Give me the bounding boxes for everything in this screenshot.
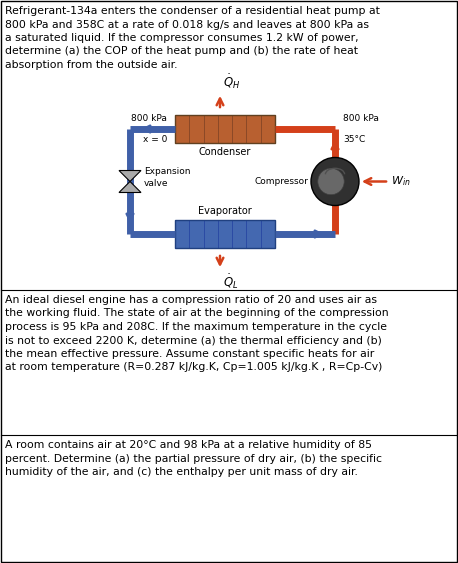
Text: x = 0: x = 0 xyxy=(142,135,167,144)
Text: the working fluid. The state of air at the beginning of the compression: the working fluid. The state of air at t… xyxy=(5,309,389,319)
Bar xyxy=(189,115,203,143)
Bar xyxy=(175,220,189,248)
Bar xyxy=(218,115,232,143)
Circle shape xyxy=(311,158,359,205)
Bar xyxy=(175,115,275,143)
Bar xyxy=(175,220,275,248)
Bar xyxy=(232,220,246,248)
Text: percent. Determine (a) the partial pressure of dry air, (b) the specific: percent. Determine (a) the partial press… xyxy=(5,454,382,463)
Bar xyxy=(246,220,261,248)
Text: a saturated liquid. If the compressor consumes 1.2 kW of power,: a saturated liquid. If the compressor co… xyxy=(5,33,359,43)
Polygon shape xyxy=(119,181,141,193)
Bar xyxy=(203,220,218,248)
Text: 800 kPa: 800 kPa xyxy=(343,114,379,123)
Bar xyxy=(203,115,218,143)
Text: $\dot{Q}_L$: $\dot{Q}_L$ xyxy=(223,272,239,291)
Text: Condenser: Condenser xyxy=(199,147,251,157)
Bar xyxy=(261,115,275,143)
Text: the mean effective pressure. Assume constant specific heats for air: the mean effective pressure. Assume cons… xyxy=(5,349,374,359)
Bar xyxy=(232,115,246,143)
Text: Evaporator: Evaporator xyxy=(198,206,252,216)
Text: 800 kPa: 800 kPa xyxy=(131,114,167,123)
Bar xyxy=(261,220,275,248)
Text: Compressor: Compressor xyxy=(254,177,308,186)
Text: absorption from the outside air.: absorption from the outside air. xyxy=(5,60,178,70)
Bar xyxy=(189,220,203,248)
Text: $W_{in}$: $W_{in}$ xyxy=(391,175,410,189)
Text: at room temperature (R=0.287 kJ/kg.K, Cp=1.005 kJ/kg.K , R=Cp-Cv): at room temperature (R=0.287 kJ/kg.K, Cp… xyxy=(5,363,382,373)
Circle shape xyxy=(318,168,344,195)
Text: 35°C: 35°C xyxy=(343,135,365,144)
Bar xyxy=(218,220,232,248)
Text: An ideal diesel engine has a compression ratio of 20 and uses air as: An ideal diesel engine has a compression… xyxy=(5,295,377,305)
Text: humidity of the air, and (c) the enthalpy per unit mass of dry air.: humidity of the air, and (c) the enthalp… xyxy=(5,467,358,477)
Bar xyxy=(246,115,261,143)
Text: $\dot{Q}_H$: $\dot{Q}_H$ xyxy=(223,73,240,91)
Text: process is 95 kPa and 208C. If the maximum temperature in the cycle: process is 95 kPa and 208C. If the maxim… xyxy=(5,322,387,332)
Polygon shape xyxy=(119,171,141,181)
Text: Expansion
valve: Expansion valve xyxy=(144,167,191,187)
Text: A room contains air at 20°C and 98 kPa at a relative humidity of 85: A room contains air at 20°C and 98 kPa a… xyxy=(5,440,372,450)
Text: is not to exceed 2200 K, determine (a) the thermal efficiency and (b): is not to exceed 2200 K, determine (a) t… xyxy=(5,336,382,346)
Bar xyxy=(175,115,189,143)
Text: 800 kPa and 358C at a rate of 0.018 kg/s and leaves at 800 kPa as: 800 kPa and 358C at a rate of 0.018 kg/s… xyxy=(5,20,369,29)
Text: Refrigerant-134a enters the condenser of a residential heat pump at: Refrigerant-134a enters the condenser of… xyxy=(5,6,380,16)
Text: determine (a) the COP of the heat pump and (b) the rate of heat: determine (a) the COP of the heat pump a… xyxy=(5,47,358,56)
